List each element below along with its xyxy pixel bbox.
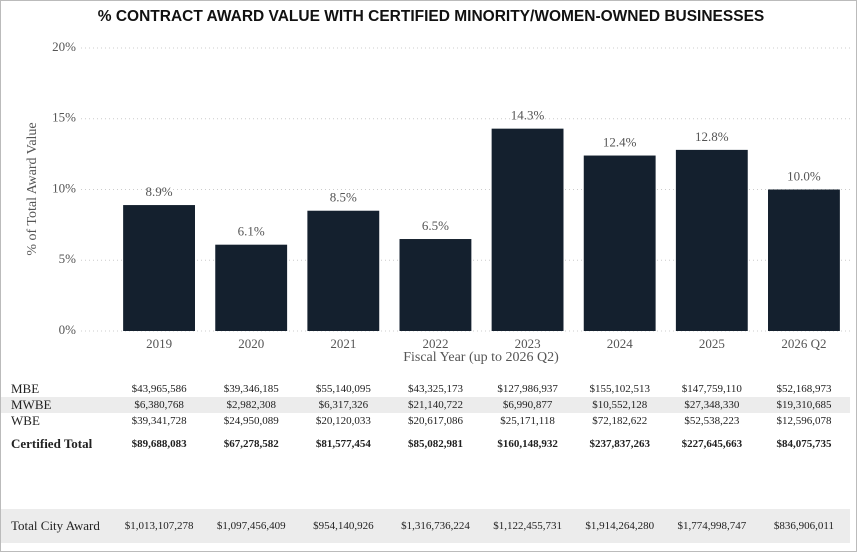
table-cell: $836,906,011 bbox=[757, 509, 850, 543]
table-cell: $43,325,173 bbox=[407, 383, 463, 395]
x-tick-label: 2020 bbox=[238, 336, 264, 351]
total-table: Total City Award $1,013,107,278 $1,097,456… bbox=[1, 509, 850, 543]
breakdown-table: MBE $43,965,586 $39,346,185 $55,140,095 $43,… bbox=[1, 381, 850, 459]
table-cell: $954,140,926 bbox=[297, 509, 390, 543]
table-cell: $43,965,586 bbox=[131, 383, 187, 395]
row-label: Total City Award bbox=[1, 509, 113, 543]
table-cell: $6,990,877 bbox=[481, 397, 574, 413]
y-tick-label: 0% bbox=[59, 322, 77, 337]
table-cell: $55,140,095 bbox=[315, 383, 371, 395]
table-cell: $12,596,078 bbox=[776, 415, 832, 427]
y-tick-label: 5% bbox=[59, 251, 77, 266]
value-label: 8.5% bbox=[330, 190, 357, 205]
table-cell: $52,538,223 bbox=[684, 415, 740, 427]
table-cell: $25,171,118 bbox=[500, 415, 555, 427]
table-cell: $237,837,263 bbox=[589, 438, 650, 450]
table-cell: $84,075,735 bbox=[776, 438, 832, 450]
table-row: MWBE $6,380,768 $2,982,308 $6,317,326 $21,14… bbox=[1, 397, 850, 413]
table-row: MBE $43,965,586 $39,346,185 $55,140,095 $43,… bbox=[1, 381, 850, 397]
table-cell: $155,102,513 bbox=[589, 383, 650, 395]
table-cell: $89,688,083 bbox=[131, 438, 187, 450]
table-row: WBE $39,341,728 $24,950,089 $20,120,033 $20,… bbox=[1, 413, 850, 429]
table-cell: $1,122,455,731 bbox=[481, 509, 574, 543]
bar bbox=[307, 210, 380, 331]
table-cell: $1,316,736,224 bbox=[389, 509, 482, 543]
row-label: MBE bbox=[11, 381, 40, 396]
table-cell: $85,082,981 bbox=[407, 438, 463, 450]
chart-title: % CONTRACT AWARD VALUE WITH CERTIFIED MI… bbox=[98, 8, 765, 25]
table-cell: $20,617,086 bbox=[407, 415, 463, 427]
y-tick-label: 20% bbox=[52, 39, 76, 54]
table-cell: $19,310,685 bbox=[757, 397, 850, 413]
table-cell: $160,148,932 bbox=[497, 438, 558, 450]
bar bbox=[123, 205, 195, 331]
table-cell: $27,348,330 bbox=[665, 397, 758, 413]
value-label: 8.9% bbox=[146, 184, 173, 199]
value-label: 12.8% bbox=[695, 129, 729, 144]
x-tick-label: 2021 bbox=[330, 336, 356, 351]
x-tick-label: 2024 bbox=[607, 336, 634, 351]
table-cell: $227,645,663 bbox=[681, 438, 743, 450]
table-cell: $67,278,582 bbox=[223, 438, 279, 450]
table-cell: $39,346,185 bbox=[223, 383, 279, 395]
table-cell: $21,140,722 bbox=[389, 397, 482, 413]
x-tick-label: 2023 bbox=[515, 336, 541, 351]
y-axis-label: % of Total Award Value bbox=[25, 122, 40, 255]
row-label: Certified Total bbox=[11, 436, 93, 451]
table-cell: $1,013,107,278 bbox=[113, 509, 206, 543]
table-cell: $39,341,728 bbox=[131, 415, 187, 427]
y-tick-label: 15% bbox=[52, 110, 76, 125]
table-row: Certified Total $89,688,083 $67,278,582 $81… bbox=[1, 429, 850, 459]
bar bbox=[583, 155, 656, 331]
row-label: MWBE bbox=[1, 397, 113, 413]
bar bbox=[399, 239, 472, 331]
bar bbox=[768, 189, 840, 331]
row-label: WBE bbox=[11, 413, 40, 428]
x-tick-label: 2026 Q2 bbox=[781, 336, 826, 351]
table-cell: $81,577,454 bbox=[315, 438, 371, 450]
x-axis-label: Fiscal Year (up to 2026 Q2) bbox=[403, 350, 559, 365]
bar bbox=[215, 244, 288, 331]
chart: % CONTRACT AWARD VALUE WITH CERTIFIED MI… bbox=[25, 8, 850, 365]
table-cell: $147,759,110 bbox=[681, 383, 742, 395]
table-cell: $24,950,089 bbox=[223, 415, 279, 427]
value-label: 14.3% bbox=[511, 108, 545, 123]
table-cell: $127,986,937 bbox=[497, 383, 558, 395]
value-label: 6.5% bbox=[422, 218, 449, 233]
table-cell: $6,317,326 bbox=[297, 397, 390, 413]
table-cell: $1,097,456,409 bbox=[205, 509, 298, 543]
value-label: 6.1% bbox=[238, 224, 265, 239]
table-cell: $52,168,973 bbox=[776, 383, 832, 395]
table-cell: $20,120,033 bbox=[315, 415, 371, 427]
table-cell: $10,552,128 bbox=[573, 397, 666, 413]
table-cell: $2,982,308 bbox=[205, 397, 298, 413]
table-cell: $72,182,622 bbox=[592, 415, 648, 427]
x-tick-label: 2022 bbox=[422, 336, 448, 351]
table-cell: $6,380,768 bbox=[113, 397, 206, 413]
bar bbox=[675, 149, 748, 331]
y-tick-label: 10% bbox=[52, 180, 76, 195]
x-tick-label: 2025 bbox=[699, 336, 725, 351]
value-label: 12.4% bbox=[603, 135, 637, 150]
x-tick-label: 2019 bbox=[146, 336, 172, 351]
table-cell: $1,914,264,280 bbox=[573, 509, 666, 543]
value-label: 10.0% bbox=[787, 168, 821, 183]
bar bbox=[491, 128, 564, 331]
table-cell: $1,774,998,747 bbox=[665, 509, 758, 543]
table-row: Total City Award $1,013,107,278 $1,097,456… bbox=[1, 509, 850, 543]
